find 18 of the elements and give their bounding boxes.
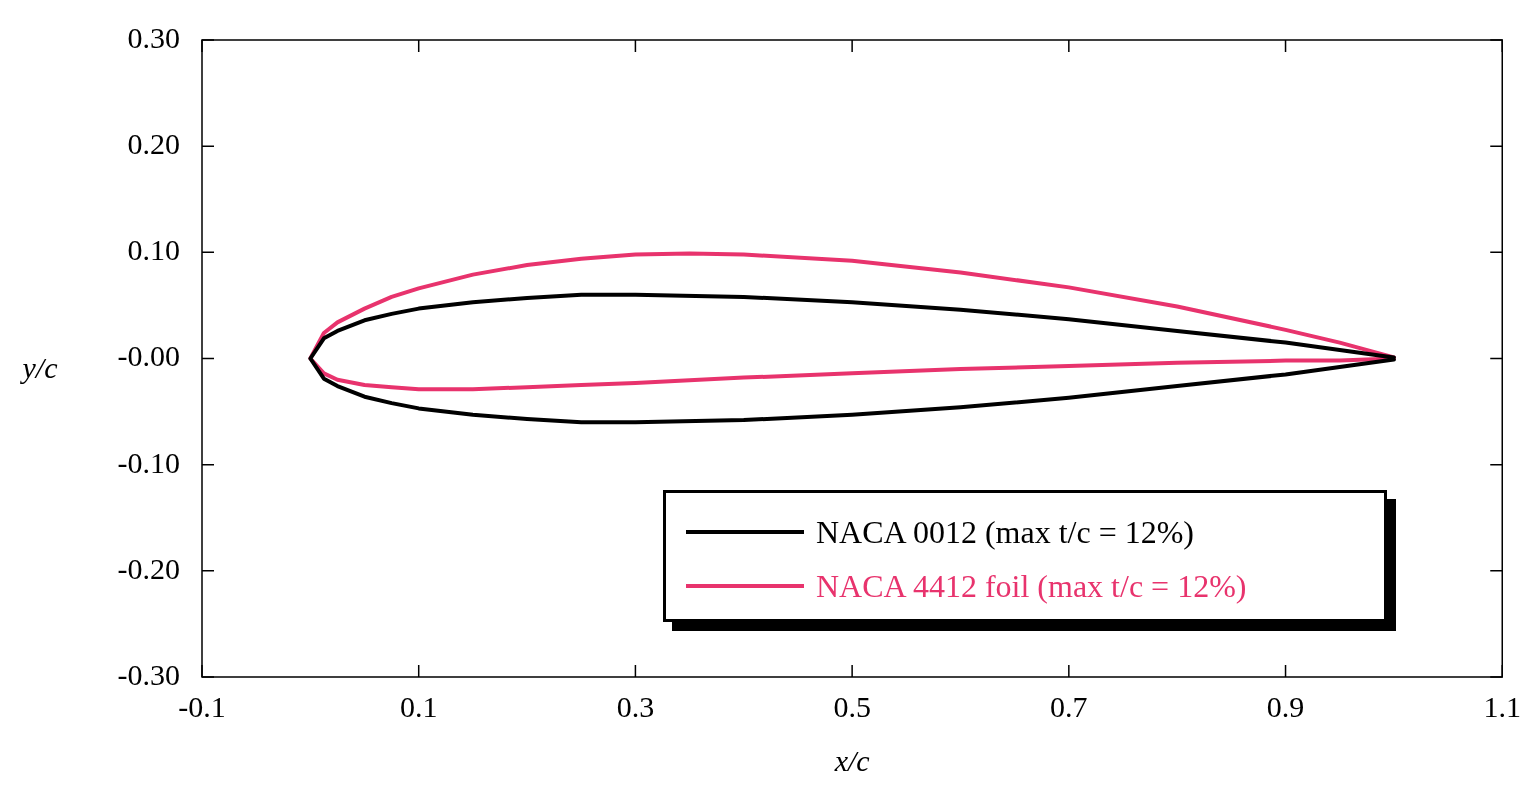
x-tick-label: 0.9: [1266, 689, 1305, 723]
legend-label: NACA 4412 foil (max t/c = 12%): [816, 567, 1247, 605]
y-tick-label: 0.30: [127, 20, 180, 54]
y-tick-label: -0.30: [117, 657, 180, 691]
x-tick-label: -0.1: [178, 689, 226, 723]
y-tick-label: 0.10: [127, 233, 180, 267]
y-axis-title: y/c: [19, 351, 58, 385]
y-tick-label: -0.00: [117, 339, 180, 373]
y-tick-label: -0.20: [117, 551, 180, 585]
y-tick-label: -0.10: [117, 445, 180, 479]
x-tick-label: 1.1: [1483, 689, 1521, 723]
x-tick-label: 0.3: [616, 689, 655, 723]
legend-label: NACA 0012 (max t/c = 12%): [816, 513, 1194, 551]
x-tick-label: 0.5: [833, 689, 871, 723]
y-tick-label: 0.20: [127, 127, 180, 161]
x-tick-label: 0.7: [1050, 689, 1088, 723]
x-axis-title: x/c: [833, 743, 870, 777]
x-tick-label: 0.1: [399, 689, 438, 723]
